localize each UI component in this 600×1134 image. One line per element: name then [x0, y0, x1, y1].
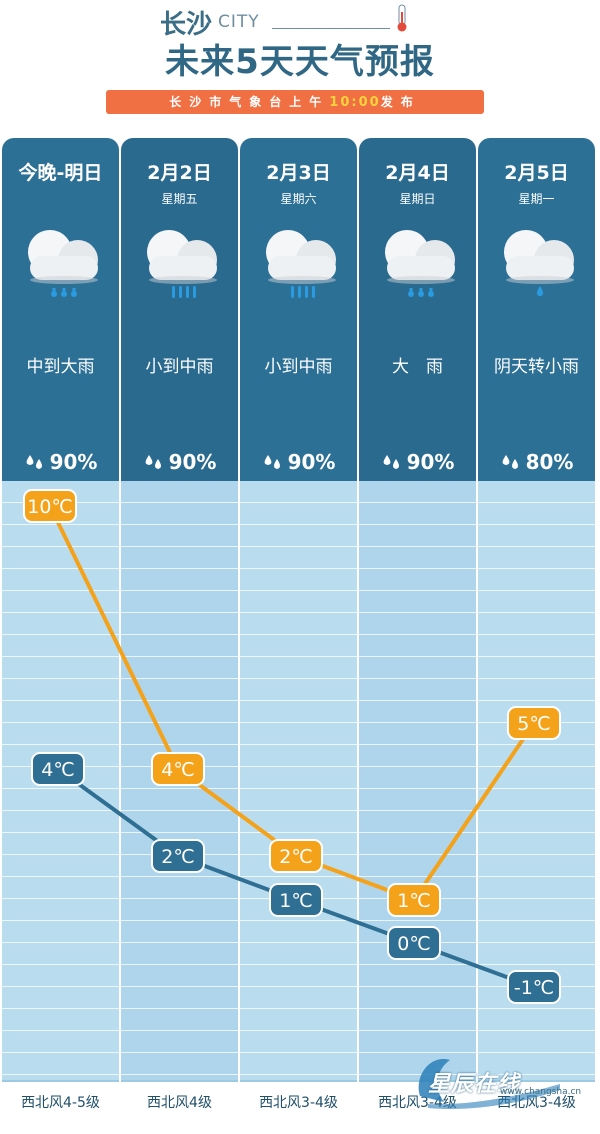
release-banner: 长沙市气象台上午10:00发布: [106, 90, 484, 114]
cloud-moderate-rain-icon: [266, 230, 336, 298]
low-temp-point: 2℃: [151, 839, 205, 873]
day-weekday: 星期五: [161, 192, 198, 206]
temp-label: 0℃: [397, 933, 430, 955]
banner-time: 10:00: [329, 95, 381, 110]
low-temp-point: 0℃: [387, 926, 441, 960]
header-divider: [272, 28, 390, 29]
day-weekday: 星期一: [518, 192, 555, 206]
high-temp-point: 10℃: [23, 489, 77, 523]
day-header: 2月5日星期一阴天转小雨 80%: [478, 138, 595, 481]
temp-label: 1℃: [279, 890, 312, 912]
low-temp-point: 4℃: [31, 752, 85, 786]
precip-value: 90%: [406, 450, 455, 474]
precip-value: 90%: [287, 450, 336, 474]
wind-label: 西北风4级: [121, 1082, 238, 1124]
cloud-moderate-rain-icon: [147, 230, 217, 298]
day-header: 今晚-明日中到大雨 90%: [2, 138, 119, 481]
day-condition: 中到大雨: [26, 357, 95, 377]
banner-suffix: 发布: [380, 95, 421, 109]
chart-background: [359, 481, 476, 1080]
high-temp-point: 1℃: [387, 883, 441, 917]
day-date: 今晚-明日: [18, 162, 103, 184]
day-column: 2月4日星期日大 雨 90%: [359, 138, 476, 1080]
precip-chance: 90%: [240, 450, 357, 474]
low-temp-point: -1℃: [507, 970, 561, 1004]
cloud-light-rain-icon: [504, 230, 574, 296]
precip-chance: 90%: [359, 450, 476, 474]
day-condition: 阴天转小雨: [494, 357, 579, 377]
wind-cell: 西北风4级: [121, 1080, 238, 1134]
cloud-heavy-rain-icon: [385, 230, 455, 297]
temp-label: 4℃: [161, 759, 194, 781]
day-condition: 大 雨: [392, 357, 443, 377]
wind-cell: 西北风3-4级: [240, 1080, 357, 1134]
precip-value: 80%: [525, 450, 574, 474]
temp-label: -1℃: [514, 977, 554, 999]
banner-prefix: 长沙市气象台上午: [169, 95, 330, 109]
precip-chance: 90%: [121, 450, 238, 474]
day-date: 2月5日: [504, 162, 569, 184]
watermark-url: www.changsha.cn: [500, 1087, 582, 1097]
low-temp-line: [56, 767, 535, 989]
wind-bar: 西北风4级: [121, 1080, 238, 1124]
wind-label: 西北风4-5级: [2, 1082, 119, 1124]
low-temp-point: 1℃: [269, 883, 323, 917]
city-en-label: CITY: [218, 12, 260, 32]
day-date: 2月4日: [385, 162, 450, 184]
high-temp-point: 2℃: [269, 839, 323, 873]
precip-value: 90%: [49, 450, 98, 474]
chart-background: [121, 481, 238, 1080]
precip-chance: 90%: [2, 450, 119, 474]
day-header: 2月3日星期六小到中雨 90%: [240, 138, 357, 481]
day-weekday: 星期日: [399, 192, 436, 206]
city-name: 长沙: [160, 10, 213, 40]
raindrops-icon: [502, 455, 518, 469]
day-header: 2月4日星期日大 雨 90%: [359, 138, 476, 481]
temp-label: 10℃: [27, 496, 73, 518]
high-temp-point: 4℃: [151, 752, 205, 786]
cloud-heavy-rain-icon: [28, 230, 98, 297]
day-condition: 小到中雨: [145, 357, 214, 377]
wind-cell: 西北风3-4级: [478, 1080, 595, 1134]
day-date: 2月3日: [266, 162, 331, 184]
temp-label: 2℃: [161, 846, 194, 868]
wind-label: 西北风3-4级: [240, 1082, 357, 1124]
day-header: 2月2日星期五小到中雨 90%: [121, 138, 238, 481]
watermark-name: 星辰在线: [428, 1072, 521, 1097]
high-temp-point: 5℃: [507, 706, 561, 740]
day-date: 2月2日: [147, 162, 212, 184]
day-column: 2月2日星期五小到中雨 90%: [121, 138, 238, 1080]
temp-label: 1℃: [397, 890, 430, 912]
raindrops-icon: [145, 455, 161, 469]
temp-label: 5℃: [517, 713, 550, 735]
precip-chance: 80%: [478, 450, 595, 474]
raindrops-icon: [383, 455, 399, 469]
raindrops-icon: [264, 455, 280, 469]
wind-bar: 西北风4-5级: [2, 1080, 119, 1124]
watermark-logo: [418, 1058, 560, 1110]
day-condition: 小到中雨: [264, 357, 333, 377]
wind-cell: 西北风4-5级: [2, 1080, 119, 1134]
thermometer-icon: [397, 4, 407, 32]
wind-bar: 西北风3-4级: [240, 1080, 357, 1124]
day-column: 2月3日星期六小到中雨 90%: [240, 138, 357, 1080]
temp-label: 4℃: [41, 759, 74, 781]
chart-background: [240, 481, 357, 1080]
day-weekday: 星期六: [280, 192, 317, 206]
page-title: 未来5天天气预报: [165, 42, 435, 82]
precip-value: 90%: [168, 450, 217, 474]
temp-label: 2℃: [279, 846, 312, 868]
raindrops-icon: [26, 455, 42, 469]
